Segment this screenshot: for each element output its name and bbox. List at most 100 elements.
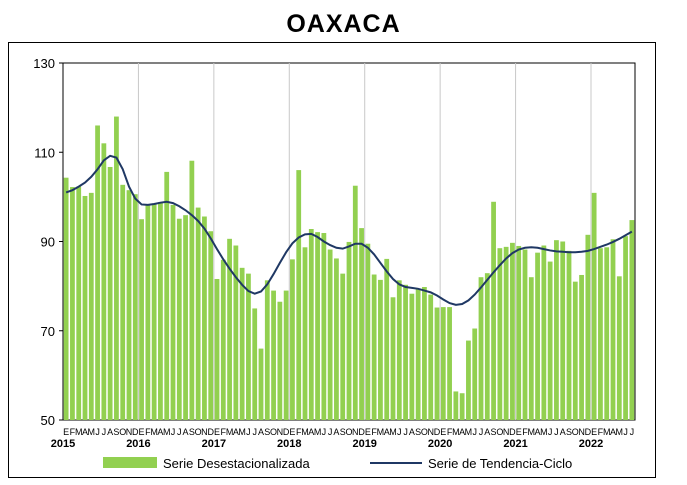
bar (541, 245, 547, 420)
x-month-label: J (95, 427, 100, 437)
x-month-label: N (126, 427, 133, 437)
x-month-label: J (102, 427, 107, 437)
x-month-label: N (277, 427, 284, 437)
bar (340, 273, 346, 420)
x-month-label: J (554, 427, 559, 437)
bar (434, 307, 440, 420)
x-month-label: E (289, 427, 295, 437)
chart-frame (8, 42, 656, 478)
y-tick-label: 130 (33, 56, 55, 71)
bar (346, 241, 352, 420)
x-month-label: J (328, 427, 333, 437)
bar (189, 160, 195, 421)
x-month-label: F (522, 427, 528, 437)
bar (629, 220, 635, 420)
bar (604, 247, 610, 420)
x-month-label: E (591, 427, 597, 437)
x-year-label: 2018 (277, 438, 301, 450)
bar (466, 340, 471, 420)
x-year-label: 2015 (51, 438, 75, 450)
bar (220, 259, 226, 420)
bar (164, 171, 170, 420)
x-month-label: M (377, 427, 385, 437)
x-month-label: J (177, 427, 182, 437)
x-month-label: S (491, 427, 497, 437)
x-month-label: D (434, 427, 441, 437)
trend-line (65, 154, 633, 306)
bar (208, 231, 214, 420)
bar (302, 247, 308, 420)
bar (258, 348, 264, 420)
x-month-label: A (233, 427, 239, 437)
x-month-label: M (465, 427, 473, 437)
x-month-label: N (503, 427, 510, 437)
y-tick-label: 90 (41, 235, 55, 250)
bar (510, 242, 515, 420)
bar (271, 290, 276, 420)
bar (334, 258, 339, 420)
bar (88, 192, 94, 420)
bar (554, 240, 559, 420)
x-month-label: O (270, 427, 277, 437)
x-month-label: M (163, 427, 171, 437)
x-month-label: A (535, 427, 541, 437)
bar (453, 391, 459, 420)
x-month-label: J (479, 427, 484, 437)
x-month-label: J (630, 427, 635, 437)
bar (390, 297, 396, 420)
x-month-label: A (610, 427, 616, 437)
x-month-label: N (427, 427, 434, 437)
bar (497, 248, 503, 420)
bar (95, 125, 100, 420)
bar (566, 250, 572, 420)
x-month-label: M (314, 427, 322, 437)
x-month-label: D (132, 427, 139, 437)
bar (384, 258, 390, 420)
x-month-label: A (157, 427, 163, 437)
x-month-label: E (214, 427, 220, 437)
x-month-label: F (598, 427, 604, 437)
bar (572, 281, 578, 420)
x-month-label: A (333, 427, 339, 437)
bar (321, 233, 327, 420)
bar (70, 187, 75, 420)
x-year-label: 2022 (579, 438, 603, 450)
x-month-label: D (283, 427, 290, 437)
bar (547, 261, 553, 420)
x-month-label: O (345, 427, 352, 437)
bar (535, 252, 540, 420)
x-month-label: S (566, 427, 572, 437)
x-month-label: F (447, 427, 453, 437)
x-month-label: A (183, 427, 189, 437)
x-month-label: M (75, 427, 83, 437)
x-month-label: O (119, 427, 126, 437)
bar (591, 192, 597, 420)
bar (365, 243, 371, 420)
bar (277, 301, 283, 420)
bar (132, 194, 138, 420)
x-month-label: A (258, 427, 264, 437)
bar (585, 234, 591, 420)
bar (252, 308, 258, 420)
x-month-label: E (516, 427, 522, 437)
bar (183, 215, 188, 420)
bar (308, 229, 314, 420)
x-year-label: 2016 (126, 438, 150, 450)
x-month-label: O (421, 427, 428, 437)
x-month-label: M (616, 427, 624, 437)
x-month-label: J (548, 427, 553, 437)
x-month-label: J (171, 427, 176, 437)
bar (516, 245, 522, 420)
x-month-label: M (540, 427, 548, 437)
bar (315, 232, 320, 420)
x-month-label: M (528, 427, 536, 437)
x-month-label: E (365, 427, 371, 437)
bar (114, 116, 119, 421)
bar (484, 273, 490, 420)
x-month-label: J (472, 427, 477, 437)
bar (472, 328, 478, 420)
x-month-label: E (440, 427, 446, 437)
bar (139, 219, 144, 420)
bar (202, 216, 207, 420)
